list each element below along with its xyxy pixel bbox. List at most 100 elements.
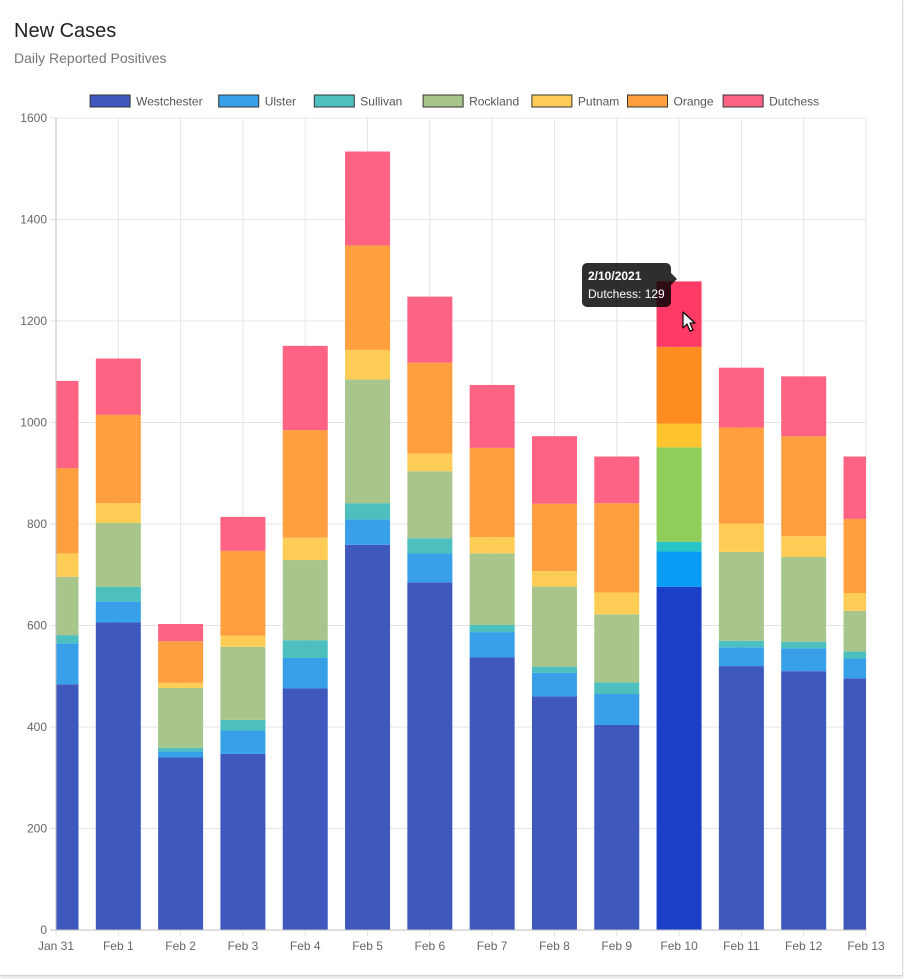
bar-segment-orange[interactable]: Orange: 176 xyxy=(594,503,640,593)
bar-segment-orange[interactable]: Orange: 146 xyxy=(843,518,889,594)
bar-segment-westchester[interactable]: Westchester: 496 xyxy=(843,678,889,930)
chart-legend[interactable]: Westchester Ulster Sullivan Rockland Putnam O… xyxy=(89,94,819,109)
bar-segment-dutchess[interactable]: Dutchess: 130 xyxy=(407,296,453,363)
legend-label-westchester[interactable]: Westchester xyxy=(136,95,202,109)
bar-segment-rockland[interactable]: Rockland: 244 xyxy=(345,379,391,504)
bar-segment-dutchess[interactable]: Dutchess: 34 xyxy=(158,623,204,642)
bar-segment-westchester[interactable]: Westchester: 340 xyxy=(158,757,204,930)
bar-segment-ulster[interactable]: Ulster: 12 xyxy=(158,751,204,758)
bar-segment-putnam[interactable]: Putnam: 10 xyxy=(158,682,204,688)
bar-segment-rockland[interactable]: Rockland: 186 xyxy=(656,447,702,542)
legend-swatch-rockland[interactable] xyxy=(422,94,464,108)
bar-segment-westchester[interactable]: Westchester: 510 xyxy=(781,671,827,930)
bar-segment-putnam[interactable]: Putnam: 58 xyxy=(345,349,391,380)
bar-segment-sullivan[interactable]: Sullivan: 7 xyxy=(158,747,204,752)
chart-bars[interactable]: Westchester: 484Ulster: 81Sullivan: 16Ro… xyxy=(34,151,889,930)
bar-segment-sullivan[interactable]: Sullivan: 13 xyxy=(718,640,764,648)
bar-segment-putnam[interactable]: Putnam: 32 xyxy=(469,537,515,554)
bar-segment-dutchess[interactable]: Dutchess: 111 xyxy=(95,358,141,415)
bar-segment-sullivan[interactable]: Sullivan: 29 xyxy=(95,586,141,602)
bar-segment-putnam[interactable]: Putnam: 44 xyxy=(282,537,328,561)
bar-segment-putnam[interactable]: Putnam: 46 xyxy=(34,553,79,577)
bar-segment-putnam[interactable]: Putnam: 22 xyxy=(220,635,266,647)
bar-segment-rockland[interactable]: Rockland: 141 xyxy=(469,553,515,625)
bar-segment-orange[interactable]: Orange: 176 xyxy=(469,447,515,538)
bar-segment-putnam[interactable]: Putnam: 43 xyxy=(594,592,640,615)
bar-segment-sullivan[interactable]: Sullivan: 14 xyxy=(843,651,889,659)
bar-segment-westchester[interactable]: Westchester: 537 xyxy=(469,657,515,930)
bar-segment-dutchess[interactable]: Dutchess: 166 xyxy=(282,345,328,431)
bar-segment-sullivan[interactable]: Sullivan: 21 xyxy=(220,719,266,731)
bar-segment-westchester[interactable]: Westchester: 476 xyxy=(282,688,328,930)
bar-segment-dutchess[interactable]: Dutchess: 124 xyxy=(469,384,515,448)
bar-segment-sullivan[interactable]: Sullivan: 35 xyxy=(282,640,328,658)
legend-swatch-ulster[interactable] xyxy=(218,94,260,108)
bar-segment-orange[interactable]: Orange: 168 xyxy=(34,468,79,554)
bar-segment-ulster[interactable]: Ulster: 47 xyxy=(531,672,577,697)
bar-segment-putnam[interactable]: Putnam: 39 xyxy=(95,503,141,523)
bar-segment-rockland[interactable]: Rockland: 132 xyxy=(407,471,453,539)
bar-segment-putnam[interactable]: Putnam: 56 xyxy=(718,523,764,552)
bar-segment-westchester[interactable]: Westchester: 676 xyxy=(656,586,702,930)
bar-segment-putnam[interactable]: Putnam: 35 xyxy=(843,593,889,611)
legend-swatch-westchester[interactable] xyxy=(89,94,131,108)
bar-segment-rockland[interactable]: Rockland: 167 xyxy=(781,556,827,642)
bar-segment-dutchess[interactable]: Dutchess: 185 xyxy=(345,151,391,246)
legend-label-orange[interactable]: Orange xyxy=(674,95,714,109)
bar-segment-rockland[interactable]: Rockland: 144 xyxy=(220,646,266,720)
bar-segment-sullivan[interactable]: Sullivan: 23 xyxy=(594,682,640,695)
bar-segment-ulster[interactable]: Ulster: 60 xyxy=(282,657,328,689)
bar-segment-ulster[interactable]: Ulster: 50 xyxy=(345,519,391,545)
bar-segment-orange[interactable]: Orange: 179 xyxy=(407,362,453,454)
bar-segment-ulster[interactable]: Ulster: 46 xyxy=(220,730,266,754)
legend-label-ulster[interactable]: Ulster xyxy=(265,95,296,109)
bar-segment-westchester[interactable]: Westchester: 460 xyxy=(531,696,577,930)
bar-segment-sullivan[interactable]: Sullivan: 19 xyxy=(656,541,702,552)
bar-segment-sullivan[interactable]: Sullivan: 30 xyxy=(407,538,453,554)
legend-swatch-sullivan[interactable] xyxy=(313,94,355,108)
bar-segment-dutchess[interactable]: Dutchess: 123 xyxy=(843,456,889,519)
bar-segment-ulster[interactable]: Ulster: 50 xyxy=(469,632,515,658)
bar-segment-sullivan[interactable]: Sullivan: 14 xyxy=(469,624,515,633)
bar-segment-orange[interactable]: Orange: 206 xyxy=(345,245,391,350)
bar-segment-putnam[interactable]: Putnam: 35 xyxy=(407,453,453,472)
bar-segment-westchester[interactable]: Westchester: 347 xyxy=(220,753,266,930)
bar-segment-westchester[interactable]: Westchester: 484 xyxy=(34,684,79,930)
bar-segment-rockland[interactable]: Rockland: 118 xyxy=(158,687,204,748)
bar-segment-orange[interactable]: Orange: 174 xyxy=(95,414,141,504)
bar-segment-ulster[interactable]: Ulster: 41 xyxy=(95,601,141,623)
bar-segment-putnam[interactable]: Putnam: 30 xyxy=(531,571,577,587)
bar-segment-sullivan[interactable]: Sullivan: 32 xyxy=(345,503,391,520)
legend-swatch-dutchess[interactable] xyxy=(722,94,764,108)
bar-segment-orange[interactable]: Orange: 189 xyxy=(718,427,764,524)
bar-segment-rockland[interactable]: Rockland: 115 xyxy=(34,576,79,636)
bar-segment-orange[interactable]: Orange: 197 xyxy=(781,436,827,537)
bar-segment-westchester[interactable]: Westchester: 404 xyxy=(594,724,640,930)
bar-segment-dutchess[interactable]: Dutchess: 133 xyxy=(531,436,577,504)
bar-segment-orange[interactable]: Orange: 151 xyxy=(656,346,702,424)
bar-segment-dutchess[interactable]: Dutchess: 67 xyxy=(220,516,266,551)
bar-segment-rockland[interactable]: Rockland: 126 xyxy=(95,522,141,587)
bar-segment-orange[interactable]: Orange: 133 xyxy=(531,503,577,572)
legend-swatch-orange[interactable] xyxy=(627,94,668,108)
bar-segment-rockland[interactable]: Rockland: 175 xyxy=(718,551,764,641)
bar-segment-ulster[interactable]: Ulster: 37 xyxy=(718,647,764,667)
bar-segment-westchester[interactable]: Westchester: 520 xyxy=(718,666,764,930)
bar-segment-ulster[interactable]: Ulster: 57 xyxy=(407,553,453,583)
legend-label-dutchess[interactable]: Dutchess xyxy=(769,95,819,109)
bar-segment-rockland[interactable]: Rockland: 80 xyxy=(843,610,889,652)
bar-segment-putnam[interactable]: Putnam: 41 xyxy=(781,536,827,557)
bar-segment-dutchess[interactable]: Dutchess: 92 xyxy=(594,456,640,504)
bar-segment-westchester[interactable]: Westchester: 685 xyxy=(407,582,453,930)
bar-segment-rockland[interactable]: Rockland: 158 xyxy=(531,586,577,667)
bar-segment-putnam[interactable]: Putnam: 47 xyxy=(656,423,702,448)
bar-segment-orange[interactable]: Orange: 212 xyxy=(282,430,328,538)
legend-swatch-putnam[interactable] xyxy=(531,94,573,108)
bar-segment-dutchess[interactable]: Dutchess: 118 xyxy=(718,367,764,428)
bar-segment-ulster[interactable]: Ulster: 70 xyxy=(656,551,702,587)
legend-label-rockland[interactable]: Rockland xyxy=(469,95,519,109)
legend-label-sullivan[interactable]: Sullivan xyxy=(360,95,402,109)
bar-segment-sullivan[interactable]: Sullivan: 16 xyxy=(34,635,79,644)
bar-segment-rockland[interactable]: Rockland: 158 xyxy=(282,560,328,641)
bar-segment-westchester[interactable]: Westchester: 759 xyxy=(345,544,391,930)
